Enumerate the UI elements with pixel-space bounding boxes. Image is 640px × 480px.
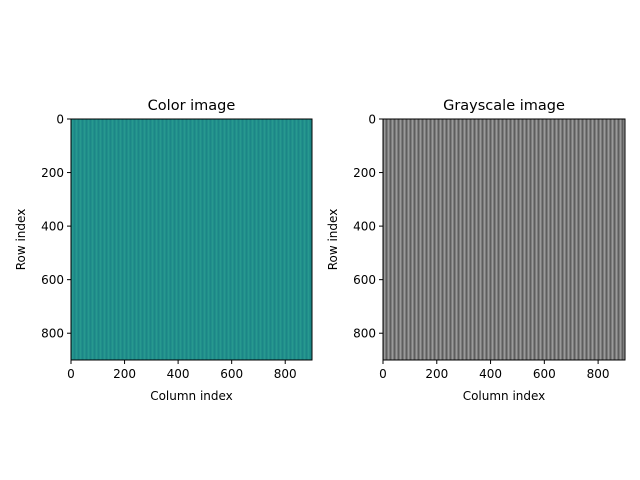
grayscale-image-title: Grayscale image xyxy=(443,98,565,114)
color-image-y-tick-label: 0 xyxy=(56,113,64,127)
color-image-title: Color image xyxy=(148,98,236,114)
color-image-xlabel: Column index xyxy=(150,389,233,403)
grayscale-image-axes-frame xyxy=(382,118,626,361)
grayscale-image-y-ticks: 0 200 400 600 800 xyxy=(353,113,383,341)
color-image-axes-frame xyxy=(70,118,313,361)
color-image-y-tick-label: 800 xyxy=(41,327,64,341)
color-image-y-tick-label: 400 xyxy=(41,220,64,234)
grayscale-image-x-tick-label: 0 xyxy=(379,367,387,381)
color-image-x-tick-label: 800 xyxy=(274,367,297,381)
grayscale-image-xlabel: Column index xyxy=(463,389,546,403)
color-image-x-tick-label: 0 xyxy=(67,367,75,381)
grayscale-image-x-ticks: 0 200 400 600 800 xyxy=(379,360,610,381)
grayscale-image-y-tick-label: 200 xyxy=(353,166,376,180)
grayscale-image-y-tick-label: 600 xyxy=(353,273,376,287)
color-image-x-tick-label: 400 xyxy=(167,367,190,381)
grayscale-image-y-tick-label: 400 xyxy=(353,220,376,234)
color-image-raster xyxy=(71,119,312,360)
grayscale-image-x-tick-label: 800 xyxy=(587,367,610,381)
color-image-ylabel: Row index xyxy=(14,209,28,271)
grayscale-image-x-tick-label: 600 xyxy=(533,367,556,381)
color-image-x-tick-label: 200 xyxy=(113,367,136,381)
color-image-x-ticks: 0 200 400 600 800 xyxy=(67,360,297,381)
color-image-x-tick-label: 600 xyxy=(220,367,243,381)
grayscale-image-x-tick-label: 200 xyxy=(425,367,448,381)
grayscale-image-y-tick-label: 800 xyxy=(353,327,376,341)
color-image-y-ticks: 0 200 400 600 800 xyxy=(41,113,71,341)
color-image-y-tick-label: 200 xyxy=(41,166,64,180)
color-image-panel: Color image 0 200 400 600 800 0200400600800 … xyxy=(14,98,313,403)
grayscale-image-x-tick-label: 400 xyxy=(479,367,502,381)
grayscale-image-panel: Grayscale image 0 200 400 600 800 0 200 400 600… xyxy=(326,98,626,403)
grayscale-image-raster xyxy=(383,119,625,360)
color-image-y-tick-label: 600 xyxy=(41,273,64,287)
grayscale-image-y-tick-label: 0 xyxy=(368,113,376,127)
grayscale-image-ylabel: Row index xyxy=(326,209,340,271)
